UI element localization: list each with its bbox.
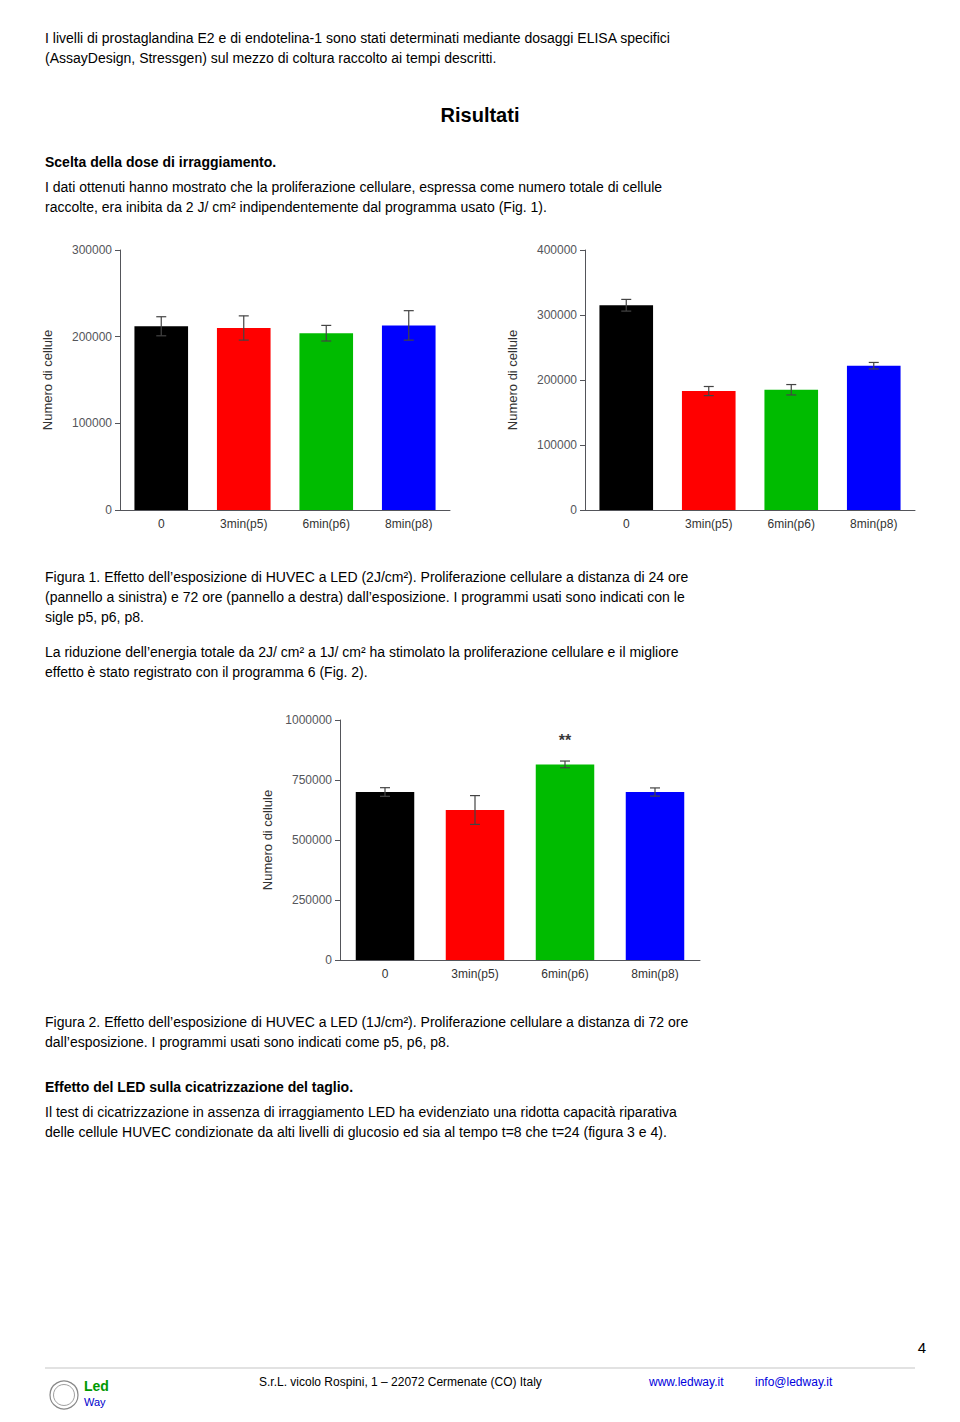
svg-text:Risultati: Risultati	[441, 104, 520, 126]
svg-text:200000: 200000	[537, 373, 577, 387]
svg-text:6min(p6): 6min(p6)	[768, 517, 815, 531]
svg-text:400000: 400000	[537, 243, 577, 257]
svg-text:Scelta della dose di irraggiam: Scelta della dose di irraggiamento.	[45, 154, 276, 170]
svg-text:Numero di cellule: Numero di cellule	[260, 790, 275, 890]
svg-text:info@ledway.it: info@ledway.it	[755, 1375, 833, 1389]
svg-text:www.ledway.it: www.ledway.it	[648, 1375, 724, 1389]
svg-text:Numero di cellule: Numero di cellule	[40, 330, 55, 430]
svg-text:**: **	[559, 732, 572, 749]
svg-text:La riduzione dell’energia tota: La riduzione dell’energia totale da 2J/ …	[45, 644, 679, 660]
svg-text:Numero di cellule: Numero di cellule	[505, 330, 520, 430]
svg-text:3min(p5): 3min(p5)	[451, 967, 498, 981]
svg-text:300000: 300000	[72, 243, 112, 257]
svg-text:effetto è stato registrato con: effetto è stato registrato con il progra…	[45, 664, 368, 680]
svg-text:Way: Way	[84, 1396, 106, 1408]
svg-text:Il test di cicatrizzazione in: Il test di cicatrizzazione in assenza di…	[45, 1104, 677, 1120]
svg-text:delle cellule HUVEC condiziona: delle cellule HUVEC condizionate da alti…	[45, 1124, 667, 1140]
svg-text:(pannello a sinistra) e 72 ore: (pannello a sinistra) e 72 ore (pannello…	[45, 589, 685, 605]
svg-text:1000000: 1000000	[285, 713, 332, 727]
svg-text:4: 4	[918, 1339, 926, 1356]
svg-text:750000: 750000	[292, 773, 332, 787]
svg-text:3min(p5): 3min(p5)	[685, 517, 732, 531]
svg-text:Led: Led	[84, 1378, 109, 1394]
svg-text:S.r.L. vicolo Rospini, 1 – 220: S.r.L. vicolo Rospini, 1 – 22072 Cermena…	[259, 1375, 542, 1389]
svg-text:Figura 2. Effetto dell’esposiz: Figura 2. Effetto dell’esposizione di HU…	[45, 1014, 688, 1030]
svg-text:200000: 200000	[72, 330, 112, 344]
svg-text:8min(p8): 8min(p8)	[850, 517, 897, 531]
svg-text:sigle p5, p6, p8.: sigle p5, p6, p8.	[45, 609, 144, 625]
svg-text:Effetto del LED sulla cicatriz: Effetto del LED sulla cicatrizzazione de…	[45, 1079, 353, 1095]
svg-text:6min(p6): 6min(p6)	[541, 967, 588, 981]
svg-text:3min(p5): 3min(p5)	[220, 517, 267, 531]
svg-text:0: 0	[623, 517, 630, 531]
svg-text:(AssayDesign, Stressgen) sul m: (AssayDesign, Stressgen) sul mezzo di co…	[45, 50, 496, 66]
svg-text:6min(p6): 6min(p6)	[303, 517, 350, 531]
svg-text:dall’esposizione. I programmi: dall’esposizione. I programmi usati sono…	[45, 1034, 450, 1050]
svg-text:I dati ottenuti hanno mostrato: I dati ottenuti hanno mostrato che la pr…	[45, 179, 662, 195]
svg-text:0: 0	[382, 967, 389, 981]
svg-text:Figura 1. Effetto dell’esposiz: Figura 1. Effetto dell’esposizione di HU…	[45, 569, 688, 585]
svg-text:500000: 500000	[292, 833, 332, 847]
svg-text:8min(p8): 8min(p8)	[631, 967, 678, 981]
svg-text:0: 0	[158, 517, 165, 531]
svg-text:I livelli di prostaglandina E2: I livelli di prostaglandina E2 e di endo…	[45, 30, 670, 46]
svg-text:8min(p8): 8min(p8)	[385, 517, 432, 531]
svg-text:raccolte, era inibita da 2 J/: raccolte, era inibita da 2 J/ cm² indipe…	[45, 199, 547, 215]
svg-text:300000: 300000	[537, 308, 577, 322]
svg-text:0: 0	[325, 953, 332, 967]
svg-text:250000: 250000	[292, 893, 332, 907]
svg-text:100000: 100000	[537, 438, 577, 452]
svg-text:0: 0	[570, 503, 577, 517]
svg-text:100000: 100000	[72, 416, 112, 430]
svg-text:0: 0	[105, 503, 112, 517]
